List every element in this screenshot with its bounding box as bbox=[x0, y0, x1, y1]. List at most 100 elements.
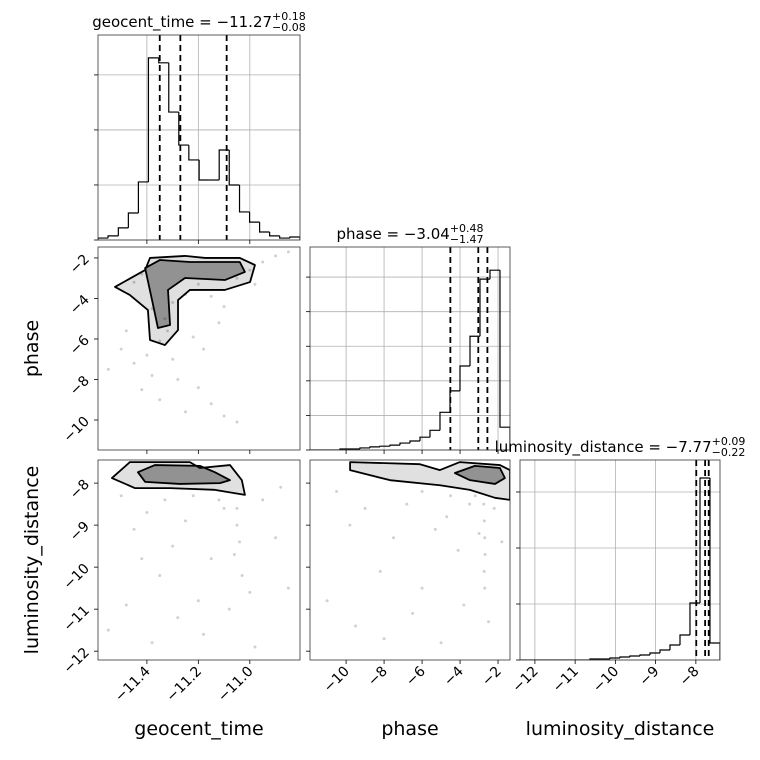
contour bbox=[114, 255, 256, 346]
sample-point bbox=[132, 527, 136, 531]
x-tick-label: −11.0 bbox=[215, 664, 257, 706]
sample-point bbox=[158, 339, 162, 343]
sample-point bbox=[191, 335, 195, 339]
y-tick-label: −10 bbox=[61, 561, 93, 593]
sample-point bbox=[196, 599, 200, 603]
sample-point bbox=[222, 305, 226, 309]
panel-title: luminosity_distance = −7.77+0.09 −0.22 bbox=[495, 435, 746, 459]
sample-point bbox=[191, 494, 195, 498]
panel bbox=[306, 246, 511, 454]
title-upper: +0.18 bbox=[272, 10, 306, 23]
sample-point bbox=[487, 620, 491, 624]
sample-point bbox=[420, 586, 424, 590]
x-tick-label: −10 bbox=[321, 664, 353, 696]
title-main: luminosity_distance = −7.77 bbox=[495, 438, 712, 457]
hist-step bbox=[649, 652, 660, 656]
panel-frame bbox=[97, 246, 301, 451]
hist-step bbox=[259, 222, 270, 233]
plot-area bbox=[106, 461, 290, 649]
x-axis-label: phase bbox=[381, 718, 438, 740]
sample-point bbox=[217, 498, 221, 502]
sample-point bbox=[158, 574, 162, 578]
sample-point bbox=[274, 536, 278, 540]
x-tick-label: −12 bbox=[510, 664, 542, 696]
sample-point bbox=[483, 553, 487, 557]
contour bbox=[454, 464, 506, 485]
hist-step bbox=[218, 149, 230, 181]
sample-point bbox=[411, 611, 415, 615]
sample-point bbox=[240, 574, 244, 578]
hist-step bbox=[228, 150, 240, 186]
panel-frame bbox=[309, 459, 511, 661]
sample-point bbox=[261, 260, 265, 264]
sample-point bbox=[392, 536, 396, 540]
sample-point bbox=[483, 586, 487, 590]
hist-step bbox=[629, 655, 640, 657]
title-main: geocent_time = −11.27 bbox=[92, 13, 272, 32]
y-tick-label: −12 bbox=[61, 645, 93, 677]
sample-point bbox=[253, 645, 257, 649]
sample-point bbox=[222, 414, 226, 418]
hist-step bbox=[98, 237, 109, 240]
sample-point bbox=[456, 548, 460, 552]
x-axis-label: geocent_time bbox=[134, 718, 263, 740]
sample-point bbox=[468, 502, 472, 506]
hist-step bbox=[409, 440, 420, 444]
hist-step bbox=[709, 477, 720, 660]
hist-step bbox=[439, 411, 450, 431]
sample-point bbox=[163, 498, 167, 502]
sample-point bbox=[176, 377, 180, 381]
y-tick-label: −4 bbox=[67, 292, 93, 318]
sample-point bbox=[183, 519, 187, 523]
hist-step bbox=[689, 602, 700, 636]
hist-step bbox=[158, 57, 169, 64]
contour bbox=[349, 461, 510, 501]
hist-step bbox=[168, 62, 179, 113]
sample-point bbox=[354, 624, 358, 628]
sample-point bbox=[462, 603, 466, 607]
y-tick-label: −8 bbox=[67, 373, 93, 399]
sample-point bbox=[227, 607, 231, 611]
sample-point bbox=[140, 388, 144, 392]
sample-point bbox=[248, 268, 252, 272]
hist-step bbox=[449, 390, 460, 413]
plot-area bbox=[310, 247, 510, 450]
sample-point bbox=[500, 540, 504, 544]
sample-point bbox=[261, 498, 265, 502]
plot-area bbox=[325, 461, 510, 645]
panel: −10 −8 −6 −4 −2 phase bbox=[306, 459, 511, 740]
sample-point bbox=[238, 540, 242, 544]
sample-point bbox=[202, 347, 206, 351]
x-tick-label: −6 bbox=[403, 663, 429, 689]
sample-point bbox=[176, 616, 180, 620]
sample-point bbox=[171, 357, 175, 361]
sample-point bbox=[124, 603, 128, 607]
sample-point bbox=[124, 329, 128, 333]
sample-point bbox=[209, 402, 213, 406]
hist-step bbox=[369, 446, 380, 448]
y-axis-label: phase bbox=[21, 320, 43, 377]
x-tick-label: −8 bbox=[677, 664, 703, 690]
sample-point bbox=[145, 353, 149, 357]
panel-title: phase = −3.04+0.48 −1.47 bbox=[336, 222, 483, 246]
sample-point bbox=[217, 321, 221, 325]
hist-step bbox=[459, 365, 470, 391]
hist-step bbox=[147, 57, 159, 182]
hist-step bbox=[399, 442, 410, 446]
sample-point bbox=[483, 536, 487, 540]
sample-point bbox=[150, 373, 154, 377]
sample-point bbox=[235, 523, 239, 527]
sample-point bbox=[171, 301, 175, 305]
hist-step bbox=[499, 270, 510, 450]
sample-point bbox=[163, 317, 167, 321]
x-tick-label: −4 bbox=[441, 663, 467, 689]
contour bbox=[144, 259, 246, 329]
sample-point bbox=[482, 502, 486, 506]
hist-step bbox=[619, 656, 630, 658]
hist-step bbox=[269, 232, 280, 237]
hist-step bbox=[107, 235, 119, 239]
hist-step bbox=[117, 227, 129, 236]
panel-frame bbox=[309, 246, 511, 451]
sample-point bbox=[445, 515, 449, 519]
